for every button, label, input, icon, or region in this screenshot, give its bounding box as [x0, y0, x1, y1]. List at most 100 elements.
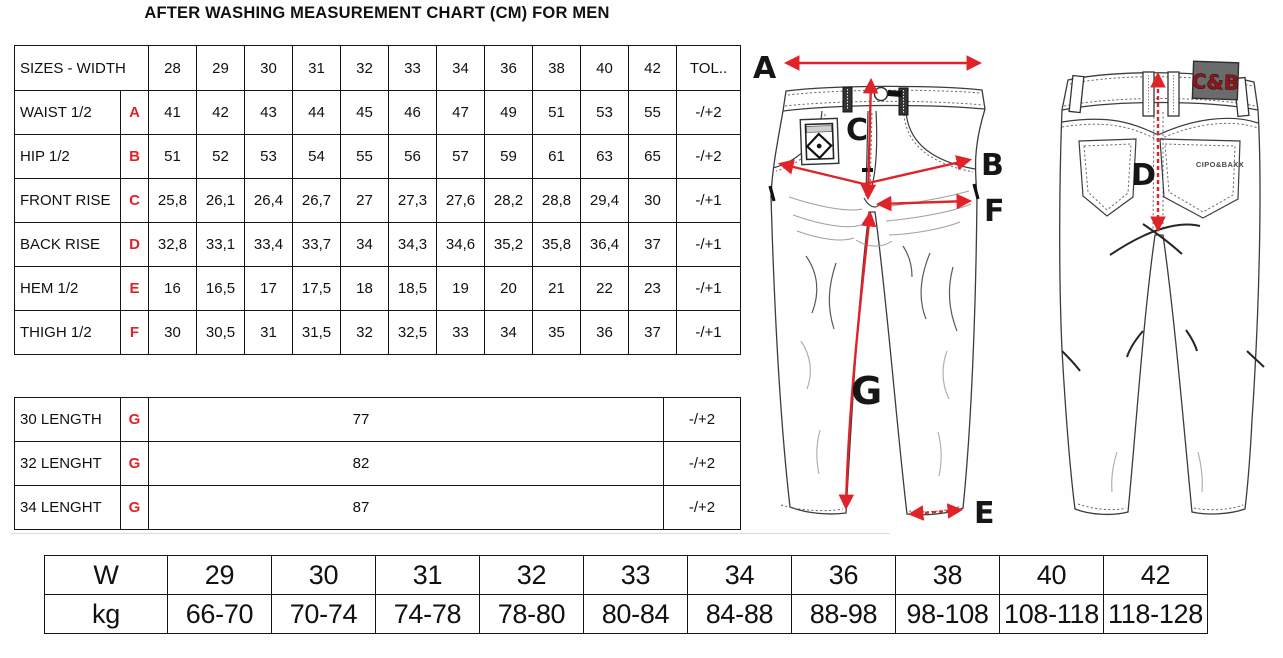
table-cell: 42	[1103, 555, 1208, 595]
table-row: HIP 1/2 B 51 52 53 54 55 56 57 59 61 63 65 -/+2	[14, 134, 742, 179]
table-cell: 32,5	[388, 310, 438, 355]
table-cell: 37	[628, 310, 678, 355]
table-cell: -/+2	[676, 90, 742, 135]
table-cell: 32	[340, 310, 390, 355]
table-cell: HEM 1/2	[14, 266, 121, 311]
label-g: G	[851, 369, 882, 413]
table-row: W 29 30 31 32 33 34 36 38 40 42	[44, 555, 1208, 595]
table-cell: 46	[388, 90, 438, 135]
table-cell: 29,4	[580, 178, 630, 223]
table-cell: 26,4	[244, 178, 294, 223]
table-cell: 26,7	[292, 178, 342, 223]
table-cell: -/+2	[663, 397, 741, 442]
table-cell: 84-88	[687, 594, 792, 634]
table-cell: 22	[580, 266, 630, 311]
table-cell: 32 LENGHT	[14, 441, 121, 486]
jeans-front-diagram: A C B F G E	[753, 51, 1005, 531]
table-cell: 37	[628, 222, 678, 267]
table-cell: 55	[340, 134, 390, 179]
table-cell: 45	[340, 90, 390, 135]
table-cell: 55	[628, 90, 678, 135]
table-cell: 19	[436, 266, 486, 311]
table-cell: 33,4	[244, 222, 294, 267]
brand-patch: C&B	[1191, 60, 1240, 101]
table-cell: 61	[532, 134, 582, 179]
main-measurement-table: SIZES - WIDTH 28 29 30 31 32 33 34 36 38 40 42 TOL..…	[13, 45, 742, 355]
table-cell: 33,1	[196, 222, 246, 267]
label-a: A	[753, 51, 777, 86]
table-cell: -/+2	[663, 485, 741, 530]
brand-patch-label: C&B	[1191, 69, 1239, 95]
table-row: BACK RISE D 32,8 33,1 33,4 33,7 34 34,3 34,6 35,2…	[14, 222, 742, 267]
table-cell: 27,3	[388, 178, 438, 223]
table-cell: 25,8	[148, 178, 198, 223]
table-cell: B	[119, 134, 150, 179]
table-cell: 18,5	[388, 266, 438, 311]
table-cell: D	[119, 222, 150, 267]
table-cell: 74-78	[375, 594, 480, 634]
front-measurement-labels: A C B F G E	[753, 51, 1005, 531]
table-cell: 31	[244, 310, 294, 355]
table-cell: 17	[244, 266, 294, 311]
table-row: WAIST 1/2 A 41 42 43 44 45 46 47 49 51 53 55 -/+2	[14, 90, 742, 135]
table-cell: 27,6	[436, 178, 486, 223]
table-cell: 30 LENGTH	[14, 397, 121, 442]
weight-size-table: W 29 30 31 32 33 34 36 38 40 42 kg 66-70 70-74 74-78 78…	[44, 555, 1208, 634]
table-cell: 118-128	[1103, 594, 1208, 634]
table-cell: 36	[484, 45, 534, 91]
table-cell: 41	[148, 90, 198, 135]
label-f: F	[984, 194, 1005, 229]
pocket-brand-text: CIPO&BAXX	[1196, 160, 1244, 169]
table-cell: 31	[292, 45, 342, 91]
table-cell: 51	[148, 134, 198, 179]
table-cell: 16	[148, 266, 198, 311]
label-e: E	[974, 496, 995, 531]
table-row: THIGH 1/2 F 30 30,5 31 31,5 32 32,5 33 34 35 36 37 -/…	[14, 310, 742, 355]
table-cell: 35,2	[484, 222, 534, 267]
table-cell: 27	[340, 178, 390, 223]
label-b: B	[981, 148, 1004, 183]
table-cell: 34 LENGHT	[14, 485, 121, 530]
table-cell: -/+2	[663, 441, 741, 486]
table-cell: 30	[628, 178, 678, 223]
table-cell: 30	[244, 45, 294, 91]
table-cell: 29	[196, 45, 246, 91]
table-cell: 23	[628, 266, 678, 311]
table-cell: 77	[148, 397, 664, 442]
table-cell: 34,6	[436, 222, 486, 267]
table-cell: 44	[292, 90, 342, 135]
table-cell: 43	[244, 90, 294, 135]
table-row: 30 LENGTH G 77 -/+2	[14, 397, 741, 442]
table-row: kg 66-70 70-74 74-78 78-80 80-84 84-88 88-98 98-…	[44, 594, 1208, 634]
page-title: AFTER WASHING MEASUREMENT CHART (CM) FOR…	[144, 4, 610, 22]
table-cell: SIZES - WIDTH	[13, 45, 150, 91]
table-cell: W	[44, 555, 168, 595]
table-cell: 28	[148, 45, 198, 91]
table-cell: 66-70	[167, 594, 272, 634]
front-jeans-body	[768, 85, 986, 516]
table-cell: 31	[375, 555, 480, 595]
table-cell: 16,5	[196, 266, 246, 311]
table-cell: 30	[271, 555, 376, 595]
table-cell: WAIST 1/2	[14, 90, 121, 135]
table-cell: 80-84	[583, 594, 688, 634]
table-cell: 63	[580, 134, 630, 179]
table-cell: 28,2	[484, 178, 534, 223]
table-cell: 21	[532, 266, 582, 311]
belt-loops	[842, 86, 909, 116]
table-cell: 34	[484, 310, 534, 355]
table-row: 34 LENGHT G 87 -/+2	[14, 485, 741, 530]
label-d: D	[1131, 158, 1156, 193]
length-table: 30 LENGTH G 77 -/+2 32 LENGHT G 82 -/+2 34 LENGH…	[14, 397, 741, 530]
table-cell: 32	[479, 555, 584, 595]
table-cell: 31,5	[292, 310, 342, 355]
table-cell: 18	[340, 266, 390, 311]
front-measurement-arrows	[777, 55, 983, 521]
table-cell: 59	[484, 134, 534, 179]
table-cell: 42	[628, 45, 678, 91]
table-cell: G	[120, 441, 149, 486]
table-cell: 70-74	[271, 594, 376, 634]
table-cell: 88-98	[791, 594, 896, 634]
table-cell: 82	[148, 441, 664, 486]
